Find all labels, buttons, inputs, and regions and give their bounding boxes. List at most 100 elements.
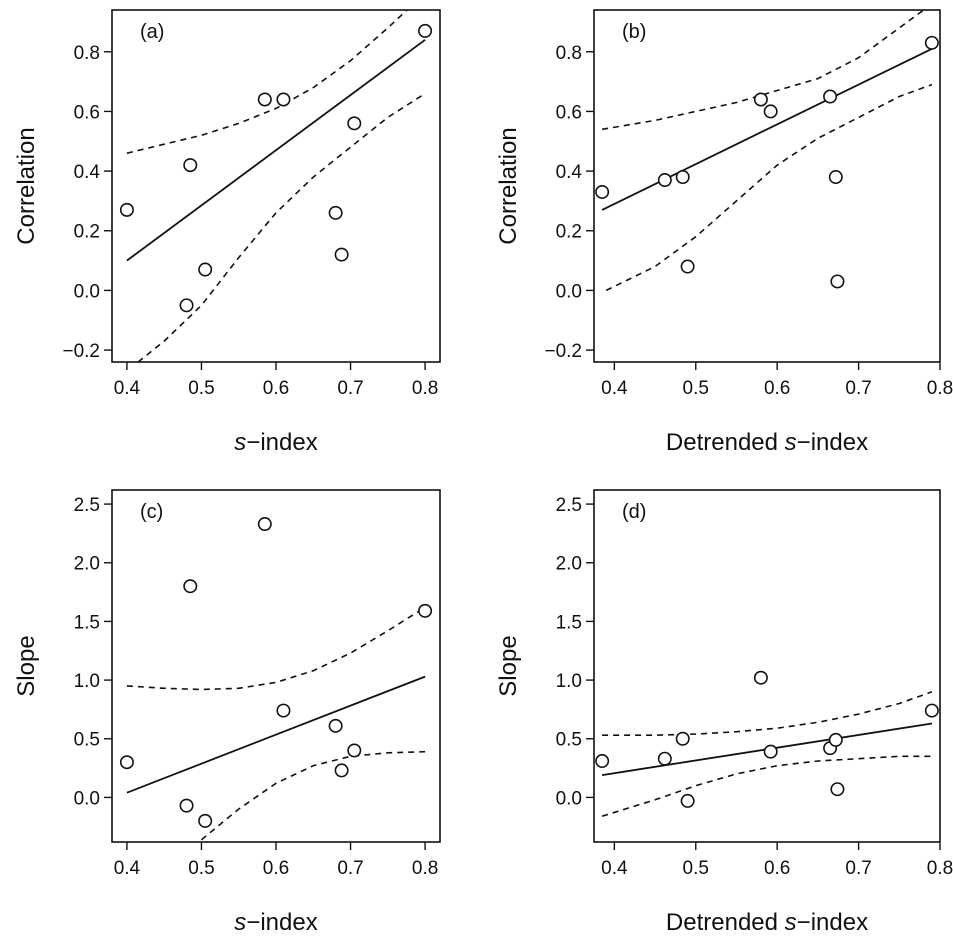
x-tick-label: 0.8 <box>412 378 438 399</box>
data-point <box>680 793 695 808</box>
lower-confidence-band <box>137 92 426 362</box>
x-tick-label: 0.8 <box>927 378 953 399</box>
x-tick-label: 0.6 <box>263 858 289 879</box>
x-tick-label: 0.4 <box>601 858 628 879</box>
y-tick-label: 0.8 <box>556 43 582 64</box>
y-tick-label: 2.0 <box>74 554 100 575</box>
data-point <box>257 92 272 107</box>
y-axis-title: Correlation <box>495 127 522 244</box>
plot-frame <box>593 489 941 843</box>
y-tick-label: 0.0 <box>74 788 100 809</box>
y-tick-label: 0.5 <box>74 730 100 751</box>
x-tick-label: 0.4 <box>601 378 628 399</box>
upper-confidence-band <box>602 691 933 736</box>
y-tick-label: −0.2 <box>544 341 582 362</box>
y-tick-label: 1.0 <box>74 671 100 692</box>
data-point <box>924 35 939 50</box>
y-tick-label: 0.0 <box>74 281 100 302</box>
y-tick-label: 2.5 <box>556 495 582 516</box>
x-axis-title-part: s <box>785 909 797 936</box>
data-point <box>334 247 349 262</box>
data-point <box>657 751 672 766</box>
y-tick-label: 2.5 <box>74 495 100 516</box>
data-point <box>347 743 362 758</box>
x-axis-title: s−index <box>234 909 317 936</box>
lower-confidence-band <box>605 83 933 292</box>
data-point <box>183 579 198 594</box>
x-tick-label: 0.8 <box>412 858 438 879</box>
x-axis-title: Detrended s−index <box>666 429 868 456</box>
lower-confidence-band <box>601 755 932 817</box>
panel-label: (b) <box>622 21 646 43</box>
data-point <box>418 603 433 618</box>
panel-label: (a) <box>140 21 164 43</box>
x-tick-label: 0.8 <box>927 858 953 879</box>
plot-lines <box>601 10 933 292</box>
data-point <box>675 731 690 746</box>
data-point <box>763 744 778 759</box>
x-tick-label: 0.4 <box>114 858 141 879</box>
x-axis-title-part: s <box>234 909 246 936</box>
panel-d: 0.4 0.5 0.6 0.7 0.8 0.0 0.5 1.0 1.5 2.0 2.5 Detrend… <box>495 489 953 936</box>
y-tick-label: 0.8 <box>74 43 100 64</box>
y-tick-label: 2.0 <box>556 554 582 575</box>
panel-a: 0.4 0.5 0.6 0.7 0.8 −0.2 0.0 0.2 0.4 0.6 0.8 s−inde… <box>13 9 441 456</box>
x-tick-label: 0.5 <box>683 378 709 399</box>
data-point <box>328 205 343 220</box>
x-tick-label: 0.6 <box>764 378 790 399</box>
y-axis-title: Slope <box>495 635 522 696</box>
x-tick-label: 0.7 <box>337 378 363 399</box>
data-point <box>418 23 433 38</box>
data-point <box>183 158 198 173</box>
data-point <box>595 754 610 769</box>
x-axis-title: Detrended s−index <box>666 909 868 936</box>
upper-confidence-band <box>601 10 925 131</box>
data-point <box>823 89 838 104</box>
regression-line <box>126 675 426 794</box>
panel-b: 0.4 0.5 0.6 0.7 0.8 −0.2 0.0 0.2 0.4 0.6 0.8 Detren… <box>495 9 953 456</box>
data-point <box>198 813 213 828</box>
y-tick-label: 0.4 <box>556 162 583 183</box>
plot-lines <box>126 606 426 841</box>
data-point <box>347 116 362 131</box>
y-tick-label: 0.0 <box>556 788 582 809</box>
data-point <box>657 173 672 188</box>
regression-line <box>601 47 933 211</box>
data-point <box>595 184 610 199</box>
x-tick-label: 0.6 <box>764 858 790 879</box>
y-tick-label: 0.5 <box>556 730 582 751</box>
x-axis-title-part: Detrended <box>666 429 785 456</box>
data-point <box>179 798 194 813</box>
data-point <box>675 170 690 185</box>
y-tick-label: 0.0 <box>556 281 582 302</box>
data-point <box>924 703 939 718</box>
upper-confidence-band <box>126 606 426 691</box>
x-tick-label: 0.7 <box>337 858 363 879</box>
data-point <box>830 274 845 289</box>
panel-c: 0.4 0.5 0.6 0.7 0.8 0.0 0.5 1.0 1.5 2.0 2.5 s−index… <box>13 489 441 936</box>
data-point <box>763 104 778 119</box>
y-tick-label: 1.5 <box>74 612 100 633</box>
y-tick-label: 0.6 <box>74 102 100 123</box>
x-axis-title-part: −index <box>246 429 317 456</box>
upper-confidence-band <box>126 10 409 154</box>
data-point <box>179 298 194 313</box>
plot-frame <box>111 9 441 363</box>
x-axis-title-part: Detrended <box>666 909 785 936</box>
lower-confidence-band <box>200 750 426 841</box>
x-axis-title-part: s <box>234 429 246 456</box>
data-point <box>828 732 843 747</box>
data-point <box>257 517 272 532</box>
plot-frame <box>111 489 441 843</box>
data-point <box>334 763 349 778</box>
y-tick-label: 0.2 <box>556 222 582 243</box>
x-axis-title-part: −index <box>797 909 868 936</box>
x-axis-title-part: −index <box>797 429 868 456</box>
x-axis-title-part: s <box>785 429 797 456</box>
y-tick-label: 1.5 <box>556 612 582 633</box>
x-tick-label: 0.4 <box>114 378 141 399</box>
x-tick-label: 0.7 <box>845 378 871 399</box>
plot-lines <box>126 10 426 362</box>
y-axis-title: Slope <box>13 635 40 696</box>
